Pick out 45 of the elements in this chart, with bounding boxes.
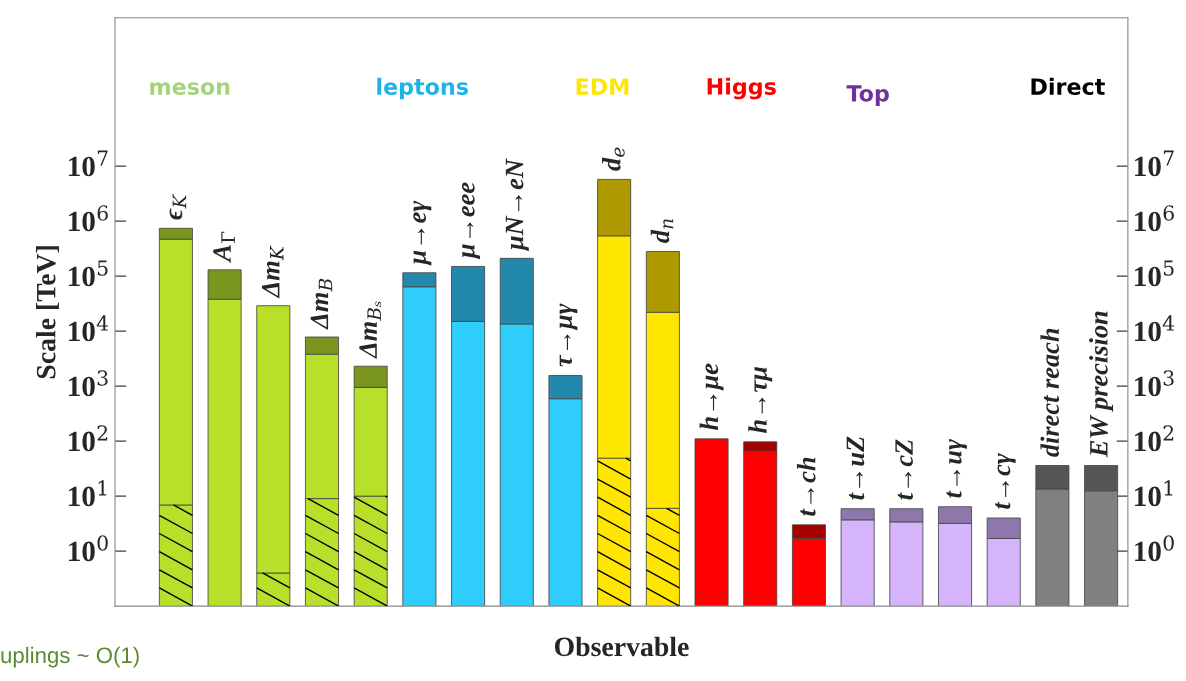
y-tick-label: 10$^{0}$ — [1135, 535, 1174, 562]
x-tick-label: Δm$_{K}$ — [261, 245, 284, 299]
text: 10$^{7}$ — [69, 150, 108, 177]
x-tick-label: A$_{Γ}$ — [213, 231, 235, 263]
text: 10$^{1}$ — [69, 480, 107, 507]
text: 10$^{4}$ — [69, 315, 109, 342]
x-tick-label: t→uZ — [846, 436, 865, 500]
y-tick-label: 10$^{7}$ — [1135, 150, 1174, 177]
annotation: EDM — [576, 78, 629, 95]
x-tick-label: t→ch — [796, 457, 816, 516]
annotation: Higgs — [707, 77, 776, 100]
x-tick-label: d$_{e}$ — [602, 147, 625, 171]
text: 10$^{5}$ — [69, 260, 108, 287]
x-tick-label: h→τμ — [748, 366, 773, 433]
x-axis-title: Observable — [554, 636, 689, 657]
text: 10$^{2}$ — [69, 425, 108, 452]
annotation: Direct — [1031, 77, 1105, 95]
annotation: meson — [150, 82, 230, 95]
x-tick-label: t→cZ — [895, 439, 913, 500]
y-tick-label: 10$^{3}$ — [1135, 370, 1174, 397]
x-tick-label: Δm$_{Bₛ}$ — [359, 301, 382, 359]
x-tick-label: h→μe — [699, 363, 724, 430]
x-tick-label: d$_{n}$ — [650, 219, 674, 243]
y-tick-label: 10$^{4}$ — [1135, 315, 1175, 342]
x-tick-label: direct reach — [1040, 328, 1060, 457]
x-tick-label: t→cγ — [995, 453, 1016, 509]
text: 10$^{6}$ — [69, 205, 108, 232]
text: 10$^{0}$ — [69, 535, 108, 562]
y-tick-label: 10$^{2}$ — [1135, 425, 1174, 452]
x-tick-label: μ→eee — [461, 182, 481, 260]
x-tick-label: EW precision — [1089, 311, 1114, 458]
text: uplings ~ O(1) — [1, 646, 139, 668]
x-tick-label: μ→eγ — [413, 200, 432, 266]
annotation: leptons — [377, 77, 468, 100]
x-tick-label: τ→μγ — [559, 303, 578, 367]
y-tick-label: 10$^{6}$ — [1135, 205, 1174, 232]
text: 10$^{3}$ — [69, 370, 108, 397]
y-axis-title: Scale [TeV] — [35, 246, 59, 379]
x-tick-label: t→uγ — [946, 439, 967, 498]
x-tick-label: μN→eN — [505, 158, 529, 252]
x-tick-label: Δm$_{B}$ — [310, 278, 333, 330]
y-tick-label: 10$^{5}$ — [1135, 260, 1174, 287]
x-tick-label: ϵ$_{K}$ — [169, 193, 187, 220]
y-tick-label: 10$^{1}$ — [1135, 480, 1173, 507]
annotation: Top — [846, 85, 889, 107]
